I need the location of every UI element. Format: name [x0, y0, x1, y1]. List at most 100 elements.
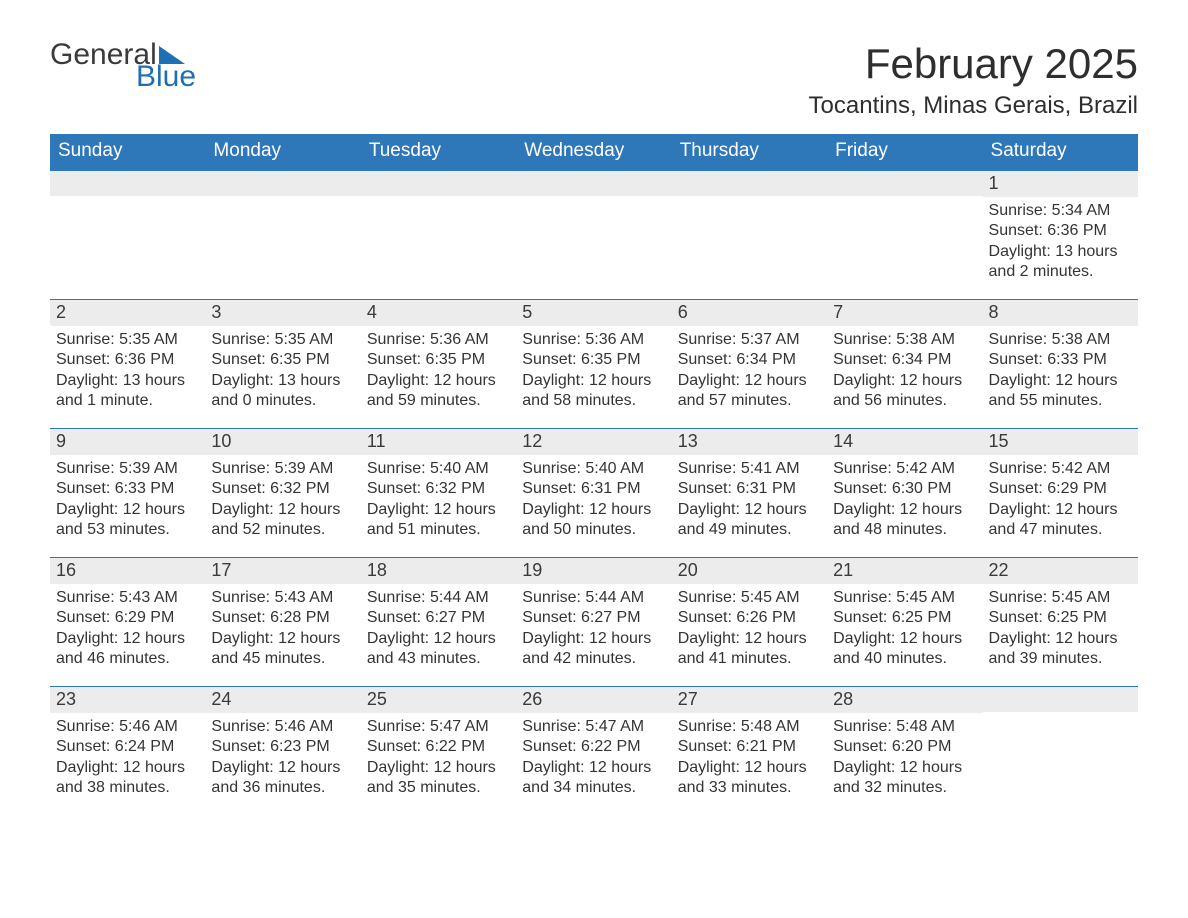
calendar-day [516, 171, 671, 299]
daylight-text: Daylight: 13 hours and 1 minute. [56, 371, 199, 412]
sunrise-text: Sunrise: 5:47 AM [522, 717, 665, 737]
calendar-day: 8Sunrise: 5:38 AMSunset: 6:33 PMDaylight… [983, 300, 1138, 428]
sunset-text: Sunset: 6:35 PM [367, 350, 510, 370]
day-number: 1 [983, 171, 1138, 197]
daylight-text: Daylight: 12 hours and 36 minutes. [211, 758, 354, 799]
weekday-header: Tuesday [361, 134, 516, 170]
calendar-day [827, 171, 982, 299]
sunrise-text: Sunrise: 5:42 AM [989, 459, 1132, 479]
sunset-text: Sunset: 6:33 PM [989, 350, 1132, 370]
day-number: 2 [50, 300, 205, 326]
weekday-header-row: SundayMondayTuesdayWednesdayThursdayFrid… [50, 134, 1138, 170]
calendar-day: 9Sunrise: 5:39 AMSunset: 6:33 PMDaylight… [50, 429, 205, 557]
day-details: Sunrise: 5:35 AMSunset: 6:36 PMDaylight:… [50, 326, 205, 424]
day-details: Sunrise: 5:47 AMSunset: 6:22 PMDaylight:… [516, 713, 671, 811]
day-number [361, 171, 516, 196]
day-details: Sunrise: 5:41 AMSunset: 6:31 PMDaylight:… [672, 455, 827, 553]
calendar-day: 4Sunrise: 5:36 AMSunset: 6:35 PMDaylight… [361, 300, 516, 428]
day-number: 28 [827, 687, 982, 713]
day-number: 17 [205, 558, 360, 584]
header: General Blue February 2025 Tocantins, Mi… [50, 40, 1138, 120]
day-number: 16 [50, 558, 205, 584]
day-number: 3 [205, 300, 360, 326]
day-number: 21 [827, 558, 982, 584]
sunset-text: Sunset: 6:22 PM [522, 737, 665, 757]
day-details: Sunrise: 5:48 AMSunset: 6:20 PMDaylight:… [827, 713, 982, 811]
daylight-text: Daylight: 12 hours and 47 minutes. [989, 500, 1132, 541]
day-number: 22 [983, 558, 1138, 584]
sunset-text: Sunset: 6:36 PM [56, 350, 199, 370]
calendar-day: 16Sunrise: 5:43 AMSunset: 6:29 PMDayligh… [50, 558, 205, 686]
calendar-day: 21Sunrise: 5:45 AMSunset: 6:25 PMDayligh… [827, 558, 982, 686]
sunrise-text: Sunrise: 5:46 AM [56, 717, 199, 737]
calendar-day: 13Sunrise: 5:41 AMSunset: 6:31 PMDayligh… [672, 429, 827, 557]
day-details: Sunrise: 5:40 AMSunset: 6:31 PMDaylight:… [516, 455, 671, 553]
day-number: 5 [516, 300, 671, 326]
daylight-text: Daylight: 12 hours and 48 minutes. [833, 500, 976, 541]
sunrise-text: Sunrise: 5:39 AM [56, 459, 199, 479]
calendar-day: 10Sunrise: 5:39 AMSunset: 6:32 PMDayligh… [205, 429, 360, 557]
sunset-text: Sunset: 6:29 PM [56, 608, 199, 628]
daylight-text: Daylight: 12 hours and 51 minutes. [367, 500, 510, 541]
day-details: Sunrise: 5:36 AMSunset: 6:35 PMDaylight:… [516, 326, 671, 424]
sunset-text: Sunset: 6:28 PM [211, 608, 354, 628]
calendar-day: 5Sunrise: 5:36 AMSunset: 6:35 PMDaylight… [516, 300, 671, 428]
calendar-day: 19Sunrise: 5:44 AMSunset: 6:27 PMDayligh… [516, 558, 671, 686]
day-number [827, 171, 982, 196]
day-number: 26 [516, 687, 671, 713]
daylight-text: Daylight: 12 hours and 56 minutes. [833, 371, 976, 412]
day-details: Sunrise: 5:48 AMSunset: 6:21 PMDaylight:… [672, 713, 827, 811]
day-details: Sunrise: 5:39 AMSunset: 6:33 PMDaylight:… [50, 455, 205, 553]
page: General Blue February 2025 Tocantins, Mi… [0, 0, 1188, 855]
sunrise-text: Sunrise: 5:36 AM [522, 330, 665, 350]
calendar-day: 27Sunrise: 5:48 AMSunset: 6:21 PMDayligh… [672, 687, 827, 815]
daylight-text: Daylight: 12 hours and 34 minutes. [522, 758, 665, 799]
sunrise-text: Sunrise: 5:48 AM [678, 717, 821, 737]
weekday-header: Wednesday [516, 134, 671, 170]
weeks-container: 1Sunrise: 5:34 AMSunset: 6:36 PMDaylight… [50, 170, 1138, 815]
day-number: 8 [983, 300, 1138, 326]
daylight-text: Daylight: 13 hours and 2 minutes. [989, 242, 1132, 283]
day-number: 20 [672, 558, 827, 584]
week-row: 9Sunrise: 5:39 AMSunset: 6:33 PMDaylight… [50, 428, 1138, 557]
day-details: Sunrise: 5:36 AMSunset: 6:35 PMDaylight:… [361, 326, 516, 424]
calendar-day: 7Sunrise: 5:38 AMSunset: 6:34 PMDaylight… [827, 300, 982, 428]
day-number: 15 [983, 429, 1138, 455]
sunset-text: Sunset: 6:27 PM [522, 608, 665, 628]
calendar-day: 18Sunrise: 5:44 AMSunset: 6:27 PMDayligh… [361, 558, 516, 686]
sunset-text: Sunset: 6:25 PM [833, 608, 976, 628]
calendar-day: 12Sunrise: 5:40 AMSunset: 6:31 PMDayligh… [516, 429, 671, 557]
day-details: Sunrise: 5:44 AMSunset: 6:27 PMDaylight:… [361, 584, 516, 682]
daylight-text: Daylight: 12 hours and 49 minutes. [678, 500, 821, 541]
sunrise-text: Sunrise: 5:45 AM [833, 588, 976, 608]
calendar-day [205, 171, 360, 299]
sunrise-text: Sunrise: 5:38 AM [833, 330, 976, 350]
calendar-day: 26Sunrise: 5:47 AMSunset: 6:22 PMDayligh… [516, 687, 671, 815]
day-number: 6 [672, 300, 827, 326]
sunrise-text: Sunrise: 5:40 AM [522, 459, 665, 479]
day-number: 9 [50, 429, 205, 455]
day-number [516, 171, 671, 196]
calendar-day: 28Sunrise: 5:48 AMSunset: 6:20 PMDayligh… [827, 687, 982, 815]
location: Tocantins, Minas Gerais, Brazil [809, 92, 1138, 120]
day-details: Sunrise: 5:45 AMSunset: 6:26 PMDaylight:… [672, 584, 827, 682]
sunset-text: Sunset: 6:36 PM [989, 221, 1132, 241]
day-details: Sunrise: 5:43 AMSunset: 6:29 PMDaylight:… [50, 584, 205, 682]
day-number [50, 171, 205, 196]
day-number: 7 [827, 300, 982, 326]
daylight-text: Daylight: 12 hours and 52 minutes. [211, 500, 354, 541]
daylight-text: Daylight: 12 hours and 41 minutes. [678, 629, 821, 670]
sunrise-text: Sunrise: 5:48 AM [833, 717, 976, 737]
sunset-text: Sunset: 6:23 PM [211, 737, 354, 757]
sunset-text: Sunset: 6:31 PM [678, 479, 821, 499]
calendar-day: 1Sunrise: 5:34 AMSunset: 6:36 PMDaylight… [983, 171, 1138, 299]
calendar-day: 2Sunrise: 5:35 AMSunset: 6:36 PMDaylight… [50, 300, 205, 428]
day-number: 27 [672, 687, 827, 713]
daylight-text: Daylight: 12 hours and 32 minutes. [833, 758, 976, 799]
month-title: February 2025 [809, 40, 1138, 88]
calendar-day: 6Sunrise: 5:37 AMSunset: 6:34 PMDaylight… [672, 300, 827, 428]
sunset-text: Sunset: 6:35 PM [522, 350, 665, 370]
day-details: Sunrise: 5:46 AMSunset: 6:23 PMDaylight:… [205, 713, 360, 811]
weekday-header: Sunday [50, 134, 205, 170]
daylight-text: Daylight: 12 hours and 50 minutes. [522, 500, 665, 541]
